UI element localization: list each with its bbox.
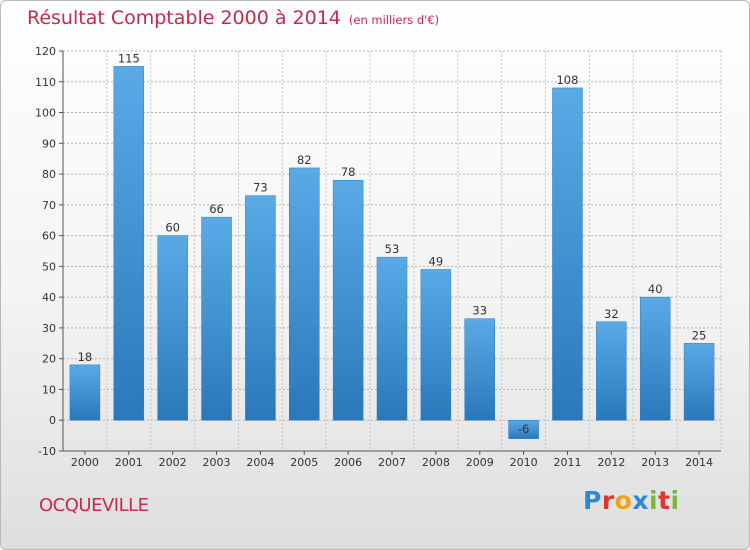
town-name: OCQUEVILLE: [39, 495, 149, 516]
x-tick-label: 2007: [378, 456, 406, 469]
data-label: 115: [118, 51, 140, 65]
data-label: -6: [518, 422, 529, 436]
x-tick-label: 2005: [290, 456, 318, 469]
data-label: 66: [209, 202, 224, 216]
logo-letter: P: [583, 486, 602, 515]
x-tick-label: 2009: [466, 456, 494, 469]
y-tick-label: 10: [42, 383, 56, 396]
bar: [508, 419, 539, 439]
y-tick-label: 100: [35, 107, 56, 120]
logo-letter: o: [614, 486, 633, 515]
bar: [376, 256, 408, 421]
chart-title: Résultat Comptable 2000 à 2014: [27, 7, 341, 29]
y-tick-label: 50: [42, 260, 56, 273]
data-label: 18: [78, 350, 93, 364]
data-label: 49: [429, 254, 444, 268]
bar: [69, 364, 101, 421]
proxiti-logo[interactable]: Proxiti: [583, 486, 680, 515]
x-tick-label: 2010: [510, 456, 538, 469]
x-tick-label: 2008: [422, 456, 450, 469]
data-label: 108: [556, 73, 578, 87]
x-tick-label: 2002: [159, 456, 187, 469]
bar: [157, 235, 188, 421]
x-tick-label: 2012: [597, 456, 625, 469]
bar: [683, 343, 715, 421]
x-tick-label: 2000: [71, 456, 99, 469]
bar: [113, 66, 145, 421]
x-tick-label: 2013: [641, 456, 669, 469]
bar: [552, 87, 583, 421]
logo-letter: i: [649, 486, 659, 515]
y-tick-label: 0: [49, 414, 56, 427]
x-tick-label: 2004: [246, 456, 274, 469]
x-tick-label: 2011: [553, 456, 581, 469]
logo-letter: r: [601, 486, 615, 515]
y-tick-label: 110: [35, 76, 56, 89]
x-tick-label: 2006: [334, 456, 362, 469]
bar: [245, 195, 276, 421]
data-label: 40: [648, 282, 663, 296]
bar: [289, 167, 320, 421]
bar: [596, 321, 627, 421]
y-tick-label: 120: [35, 45, 56, 58]
x-tick-label: 2003: [203, 456, 231, 469]
data-label: 53: [385, 242, 400, 256]
bar: [639, 296, 671, 421]
x-tick-label: 2001: [115, 456, 143, 469]
data-label: 73: [253, 181, 268, 195]
y-tick-label: 20: [42, 353, 56, 366]
y-tick-label: 40: [42, 291, 56, 304]
data-label: 33: [472, 304, 487, 318]
x-tick-label: 2014: [685, 456, 713, 469]
bar: [420, 269, 452, 421]
y-tick-label: 60: [42, 230, 56, 243]
bar: [332, 179, 364, 421]
bar: [464, 318, 495, 421]
data-label: 78: [341, 165, 356, 179]
data-label: 82: [297, 153, 312, 167]
bar: [201, 216, 232, 421]
logo-letter: t: [658, 486, 671, 515]
y-tick-label: 70: [42, 199, 56, 212]
y-tick-label: 90: [42, 137, 56, 150]
logo-letter: i: [670, 486, 680, 515]
y-tick-label: -10: [38, 445, 56, 458]
y-tick-label: 80: [42, 168, 56, 181]
data-label: 25: [692, 328, 707, 342]
y-tick-label: 30: [42, 322, 56, 335]
chart-title-line: Résultat Comptable 2000 à 2014 (en millie…: [27, 7, 439, 29]
data-label: 32: [604, 307, 619, 321]
logo-letter: x: [632, 486, 649, 515]
data-label: 60: [165, 221, 180, 235]
chart-subtitle: (en milliers d'€): [348, 13, 440, 27]
